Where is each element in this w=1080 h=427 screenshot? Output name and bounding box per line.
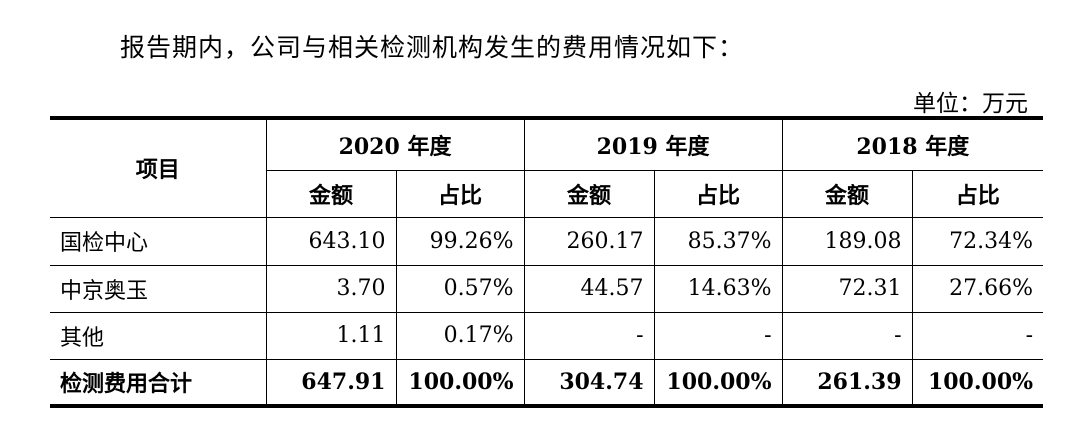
cell-amount: 44.57 [523, 264, 655, 313]
cell-amount: 643.10 [265, 217, 397, 266]
cell-ratio: 100.00% [911, 358, 1044, 406]
cell-ratio: 100.00% [653, 358, 783, 406]
header-year-2018: 2018 年度 [781, 118, 1044, 171]
subheader-amount: 金额 [266, 169, 397, 218]
header-item: 项目 [50, 118, 267, 218]
cell-amount: 72.31 [781, 264, 913, 313]
cell-amount: - [523, 311, 655, 360]
testing-fee-table: 项目 2020 年度 2019 年度 2018 年度 金额 占比 金额 占比 金… [50, 116, 1044, 408]
table-row-total: 检测费用合计 647.91 100.00% 304.74 100.00% 261… [50, 358, 1044, 406]
cell-amount: 1.11 [265, 311, 397, 360]
table-row: 中京奥玉 3.70 0.57% 44.57 14.63% 72.31 27.66… [50, 264, 1044, 313]
cell-ratio: 85.37% [653, 217, 783, 266]
intro-paragraph: 报告期内，公司与相关检测机构发生的费用情况如下： [120, 33, 745, 62]
subheader-ratio: 占比 [395, 169, 525, 218]
subheader-ratio: 占比 [653, 169, 783, 218]
cell-ratio: 0.17% [395, 311, 525, 360]
cell-ratio: 14.63% [653, 264, 783, 313]
cell-ratio: 100.00% [395, 358, 525, 406]
row-label: 检测费用合计 [50, 358, 267, 406]
cell-ratio: 0.57% [395, 264, 525, 313]
cell-ratio: 27.66% [911, 264, 1044, 313]
subheader-amount: 金额 [781, 169, 913, 218]
table-row: 国检中心 643.10 99.26% 260.17 85.37% 189.08 … [50, 217, 1044, 266]
cell-amount: 304.74 [523, 358, 655, 406]
row-label: 中京奥玉 [50, 264, 267, 313]
subheader-ratio: 占比 [911, 169, 1044, 218]
subheader-amount: 金额 [523, 169, 655, 218]
cell-ratio: 72.34% [911, 217, 1044, 266]
cell-amount: 260.17 [523, 217, 655, 266]
table-row: 其他 1.11 0.17% - - - - [50, 311, 1044, 360]
row-label: 国检中心 [50, 217, 267, 266]
row-label: 其他 [50, 311, 267, 360]
cell-ratio: - [911, 311, 1044, 360]
cell-amount: 261.39 [781, 358, 913, 406]
cell-amount: - [781, 311, 913, 360]
header-year-2020: 2020 年度 [265, 118, 525, 171]
cell-amount: 647.91 [265, 358, 397, 406]
cell-ratio: 99.26% [395, 217, 525, 266]
cell-ratio: - [653, 311, 783, 360]
cell-amount: 189.08 [781, 217, 913, 266]
cell-amount: 3.70 [265, 264, 397, 313]
header-year-2019: 2019 年度 [523, 118, 783, 171]
unit-label: 单位：万元 [913, 91, 1028, 117]
